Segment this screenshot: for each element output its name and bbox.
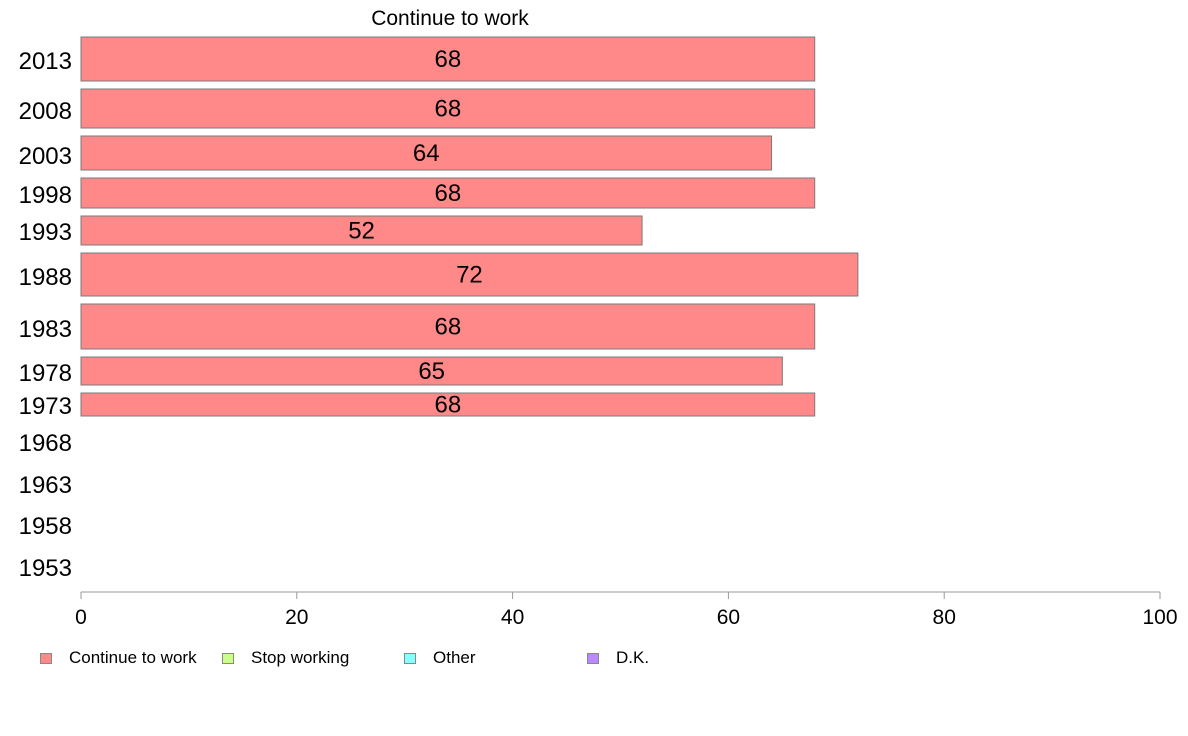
year-label-1978: 1978: [19, 360, 72, 387]
bar-value-label-1988: 72: [456, 262, 483, 289]
legend: Continue to work Stop working Other D.K.: [0, 648, 1188, 668]
x-axis: 0 20 40 60 80 100: [75, 592, 1177, 629]
year-label-2008: 2008: [19, 98, 72, 125]
legend-item-dk: D.K.: [587, 648, 649, 668]
x-tick-label-0: 0: [75, 606, 87, 629]
bar-value-label-1983: 68: [435, 314, 462, 341]
bar-value-label-2008: 68: [435, 96, 462, 123]
bar-value-label-1973: 68: [435, 392, 462, 419]
year-label-1963: 1963: [19, 472, 72, 499]
legend-label-other: Other: [433, 648, 476, 668]
x-tick-label-40: 40: [501, 606, 524, 629]
bar-value-label-1993: 52: [348, 218, 375, 245]
bar-value-label-2013: 68: [435, 46, 462, 73]
bar-value-label-1998: 68: [435, 180, 462, 207]
year-label-1953: 1953: [19, 555, 72, 582]
bar-chart: Continue to work 68 68 64 68 52 72 68 65 68 2013…: [0, 0, 1188, 640]
year-label-1958: 1958: [19, 513, 72, 540]
chart-title: Continue to work: [371, 7, 529, 30]
legend-label-stop: Stop working: [251, 648, 349, 668]
bar-value-label-1978: 65: [418, 358, 445, 385]
bars-group: 68 68 64 68 52 72 68 65 68: [81, 37, 858, 419]
x-tick-label-20: 20: [285, 606, 308, 629]
legend-swatch-other: [404, 653, 416, 664]
year-label-1993: 1993: [19, 219, 72, 246]
legend-item-continue: Continue to work: [40, 648, 197, 668]
legend-item-stop: Stop working: [222, 648, 349, 668]
legend-item-other: Other: [404, 648, 476, 668]
bar-value-label-2003: 64: [413, 140, 440, 167]
legend-swatch-continue: [40, 653, 52, 664]
year-label-1968: 1968: [19, 430, 72, 457]
x-tick-label-60: 60: [717, 606, 740, 629]
year-labels: 2013 2008 2003 1998 1993 1988 1983 1978 1973 1968…: [19, 48, 72, 582]
year-label-2013: 2013: [19, 48, 72, 75]
year-label-1998: 1998: [19, 182, 72, 209]
year-label-1988: 1988: [19, 264, 72, 291]
year-label-1973: 1973: [19, 393, 72, 420]
legend-swatch-dk: [587, 653, 599, 664]
legend-swatch-stop: [222, 653, 234, 664]
year-label-2003: 2003: [19, 143, 72, 170]
legend-label-continue: Continue to work: [69, 648, 197, 668]
year-label-1983: 1983: [19, 316, 72, 343]
legend-label-dk: D.K.: [616, 648, 649, 668]
x-tick-label-100: 100: [1142, 606, 1177, 629]
x-tick-label-80: 80: [933, 606, 956, 629]
